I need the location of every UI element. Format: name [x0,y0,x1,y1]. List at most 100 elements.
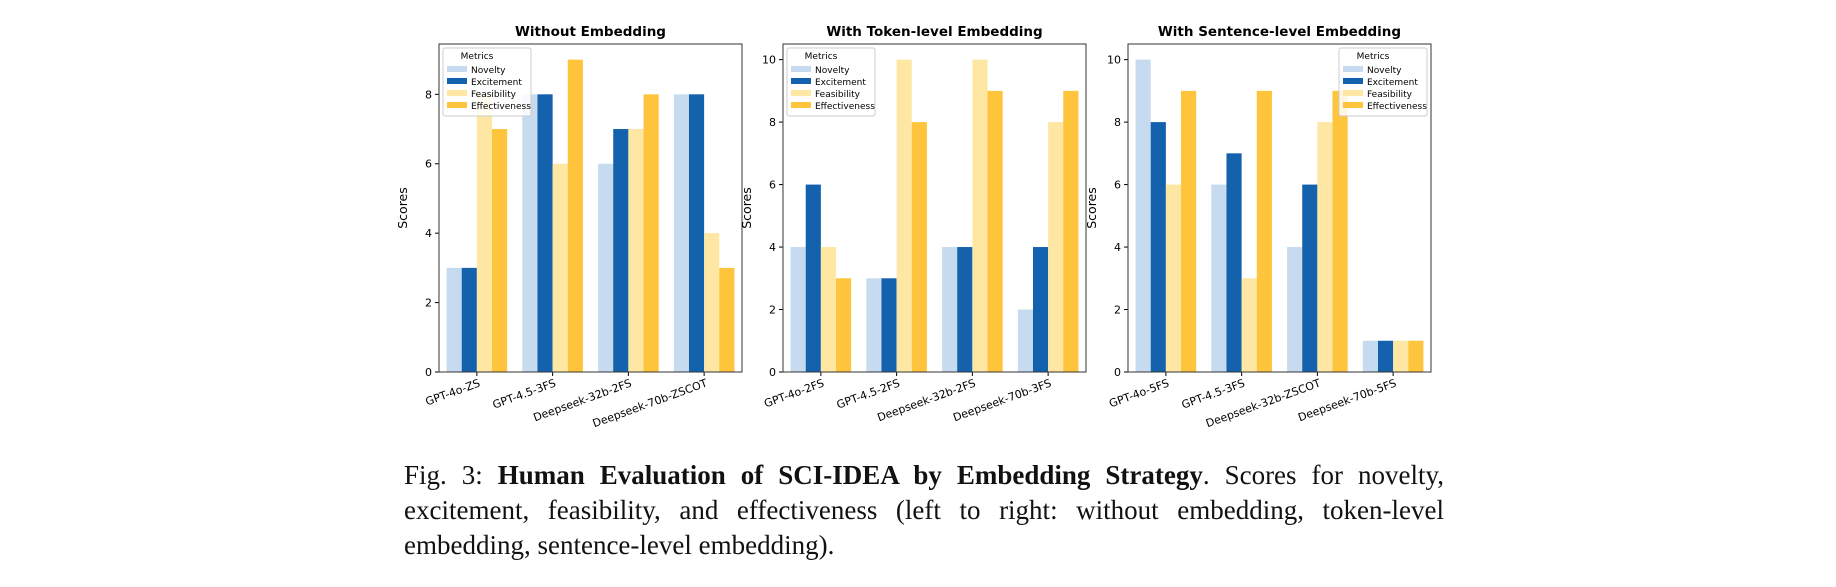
axes-frame [438,43,743,373]
y-tick-label: 0 [425,366,432,379]
bar [476,94,493,373]
caption-label: Fig. 3: [404,460,483,490]
bar [957,247,973,372]
axes-frame [782,43,1087,373]
legend-label: Effectiveness [471,102,531,112]
bar [942,247,958,372]
axes-frame [1127,43,1432,373]
bar [1377,340,1394,372]
bar [643,94,659,373]
bar [1362,340,1378,372]
bar [1211,184,1227,372]
chart-title: With Sentence-level Embedding [1158,24,1401,40]
y-tick-label: 2 [769,304,776,317]
bar [628,129,644,372]
legend-label: Feasibility [471,90,517,100]
bar [1393,340,1409,372]
y-tick-label: 2 [1114,304,1121,317]
y-tick-label: 8 [425,88,432,101]
chart-title: Without Embedding [515,24,666,40]
bar [1150,122,1166,372]
legend-box [1338,47,1428,117]
bar [987,90,1003,372]
legend-swatch [791,66,811,72]
bar [805,184,821,372]
bar [522,94,538,373]
y-tick-label: 4 [1114,241,1121,254]
bar [1256,90,1272,372]
legend-swatch [447,78,467,84]
legend-label: Excitement [1367,78,1418,88]
legend-swatch [791,102,811,108]
bar [492,129,508,372]
legend-swatch [791,90,811,96]
bar [790,247,806,372]
y-tick-label: 6 [769,179,776,192]
legend-label: Effectiveness [1367,102,1427,112]
legend-label: Feasibility [815,90,861,100]
bar [613,129,629,372]
x-tick-label: GPT-4o-5FS [1107,377,1171,411]
bar [673,94,689,373]
bar [719,267,735,372]
bar [1302,184,1318,372]
legend: Metrics Novelty Excitement Feasibility Effec… [786,47,876,117]
bar [972,59,988,372]
legend-swatch [1343,78,1363,84]
y-tick-label: 8 [769,116,776,129]
legend-label: Effectiveness [815,102,875,112]
caption-title: Human Evaluation of SCI-IDEA by Embeddin… [497,460,1203,490]
y-tick-label: 6 [425,158,432,171]
y-tick-label: 6 [1114,179,1121,192]
bar [1165,184,1182,372]
bar [704,233,720,372]
bar [461,267,477,372]
legend-box [786,47,876,117]
y-tick-label: 2 [425,297,432,310]
y-tick-label: 0 [1114,366,1121,379]
legend-swatch [447,90,467,96]
legend-label: Novelty [1367,66,1402,76]
legend-box [442,47,532,117]
legend: Metrics Novelty Excitement Feasibility Effec… [442,47,532,117]
bar [1063,90,1079,372]
bar [1135,59,1151,372]
bar [1241,278,1257,372]
bar [598,163,614,372]
legend-swatch [1343,90,1363,96]
legend-label: Excitement [471,78,522,88]
legend-title: Metrics [461,52,494,62]
caption-text: . Scores for novelty, excitement, feasib… [404,460,1444,560]
bar [1332,90,1348,372]
bar [1048,122,1064,372]
bar [1317,122,1333,372]
bar [1032,247,1049,372]
legend-swatch [1343,66,1363,72]
y-tick-label: 0 [769,366,776,379]
bar [1017,309,1033,372]
x-tick-label: GPT-4o-ZS [424,377,482,409]
bar [881,278,897,372]
x-tick-label: GPT-4o-2FS [762,377,826,411]
y-tick-label: 4 [425,227,432,240]
legend-title: Metrics [805,52,838,62]
bar [836,278,852,372]
figure: Without Embedding Scores 0 2 4 6 8 GPT-4o-ZS GPT… [395,24,1432,430]
bar [911,122,927,372]
y-axis-label: Scores [1084,187,1099,229]
legend-title: Metrics [1357,52,1390,62]
legend-swatch [447,102,467,108]
y-tick-label: 4 [769,241,776,254]
chart-title: With Token-level Embedding [826,24,1042,40]
bar [1408,340,1424,372]
caption: Fig. 3: Human Evaluation of SCI-IDEA by … [404,458,1444,563]
legend: Metrics Novelty Excitement Feasibility Effec… [1338,47,1428,117]
bar [567,59,583,372]
bar [446,267,462,372]
legend-swatch [447,66,467,72]
bar [896,59,912,372]
y-tick-label: 10 [762,54,776,67]
bar [537,94,553,373]
legend-label: Novelty [471,66,506,76]
